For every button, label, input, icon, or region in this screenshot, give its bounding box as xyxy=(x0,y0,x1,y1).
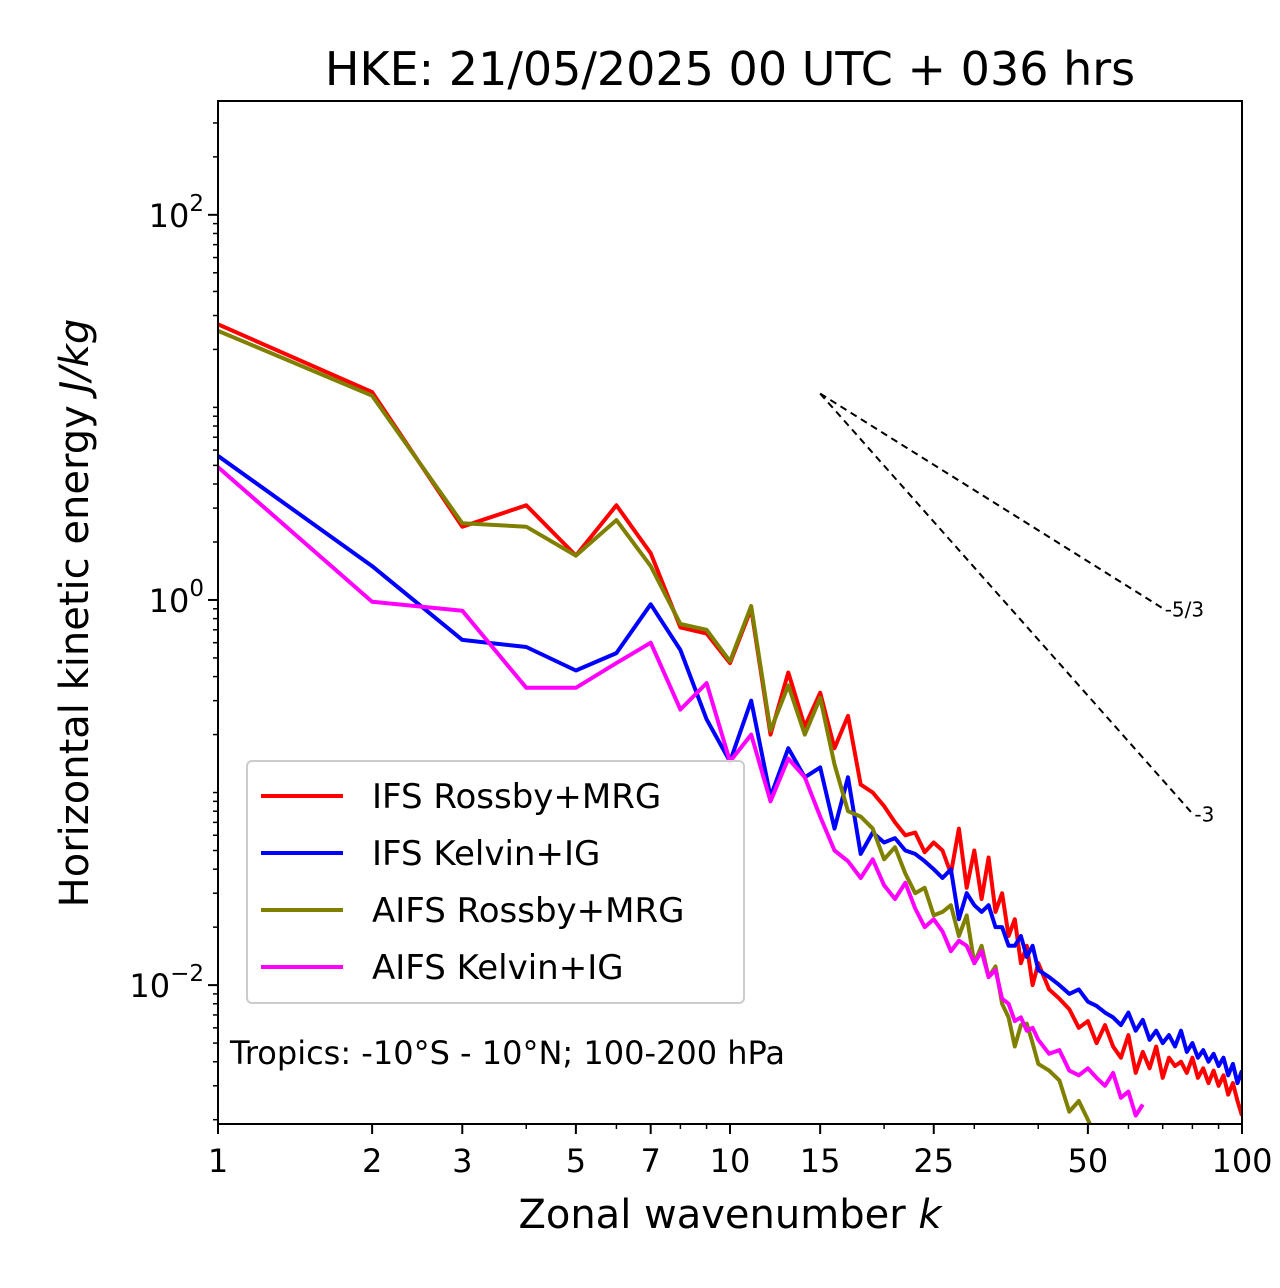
x-axis-label-text: Zonal wavenumber xyxy=(518,1192,918,1238)
series-line-2 xyxy=(218,454,1242,1086)
x-tick-label: 50 xyxy=(1068,1142,1109,1180)
x-tick-label: 100 xyxy=(1211,1142,1272,1180)
series-layer xyxy=(218,322,1242,1124)
x-tick-label: 1 xyxy=(208,1142,228,1180)
reference-line-1 xyxy=(819,392,1164,610)
plot-frame xyxy=(217,100,1243,1125)
chart-title: HKE: 21/05/2025 00 UTC + 036 hrs xyxy=(325,42,1135,96)
x-tick-label: 15 xyxy=(800,1142,841,1180)
y-axis-label-unit: J/kg xyxy=(52,319,98,400)
reference-line-label: -5/3 xyxy=(1165,597,1204,621)
x-tick-label: 5 xyxy=(566,1142,586,1180)
legend-label: AIFS Rossby+MRG xyxy=(372,891,684,931)
legend-label: AIFS Kelvin+IG xyxy=(372,948,624,988)
x-tick-label: 2 xyxy=(362,1142,382,1180)
reference-line-label: -3 xyxy=(1194,803,1214,827)
legend-box xyxy=(246,760,745,1004)
x-tick-label: 10 xyxy=(710,1142,751,1180)
legend-label: IFS Kelvin+IG xyxy=(372,834,600,874)
reference-line-2 xyxy=(819,392,1194,815)
series-line-4 xyxy=(218,465,1145,1118)
x-axis-label-variable: k xyxy=(918,1192,943,1238)
x-tick-label: 7 xyxy=(641,1142,661,1180)
y-tick-label: 100 xyxy=(149,576,204,620)
series-line-3 xyxy=(218,328,1093,1124)
x-axis-label: Zonal wavenumber k xyxy=(518,1192,943,1238)
legend-label: IFS Rossby+MRG xyxy=(372,777,661,817)
x-tick-label: 3 xyxy=(452,1142,472,1180)
legend: IFS Rossby+MRG IFS Kelvin+IG AIFS Rossby+M… xyxy=(246,760,745,1004)
reference-slopes: -5/3 -3 xyxy=(819,392,1214,827)
y-tick-label: 102 xyxy=(149,191,204,235)
x-tick-label: 25 xyxy=(913,1142,954,1180)
y-tick-label: 10−2 xyxy=(129,961,204,1005)
y-axis-label-text: Horizontal kinetic energy xyxy=(52,393,98,908)
axis-ticks: 1 2 3 5 7 10 15 25 50 100 102 100 10−2 xyxy=(129,122,1273,1180)
y-axis-label: Horizontal kinetic energy J/kg xyxy=(52,319,98,908)
region-annotation: Tropics: -10°S - 10°N; 100-200 hPa xyxy=(229,1034,785,1072)
